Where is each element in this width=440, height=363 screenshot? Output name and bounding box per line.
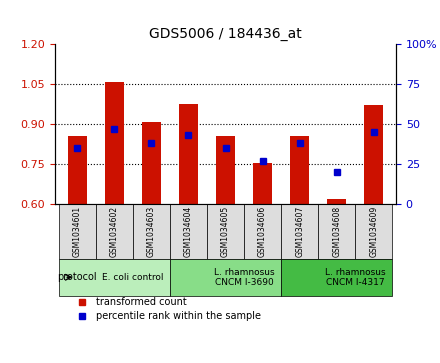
Bar — [327, 199, 346, 204]
Text: transformed count: transformed count — [96, 297, 187, 307]
FancyBboxPatch shape — [318, 204, 355, 259]
FancyBboxPatch shape — [96, 204, 133, 259]
Bar — [290, 136, 309, 204]
Text: GSM1034603: GSM1034603 — [147, 206, 156, 257]
FancyBboxPatch shape — [59, 204, 96, 259]
Text: L. rhamnosus
CNCM I-3690: L. rhamnosus CNCM I-3690 — [214, 268, 275, 287]
Text: percentile rank within the sample: percentile rank within the sample — [96, 311, 261, 321]
Text: GSM1034609: GSM1034609 — [369, 206, 378, 257]
Text: GSM1034606: GSM1034606 — [258, 206, 267, 257]
Text: protocol: protocol — [57, 272, 96, 282]
Text: GSM1034608: GSM1034608 — [332, 206, 341, 257]
Bar — [179, 104, 198, 204]
Text: L. rhamnosus
CNCM I-4317: L. rhamnosus CNCM I-4317 — [325, 268, 385, 287]
Text: GSM1034605: GSM1034605 — [221, 206, 230, 257]
Bar — [105, 82, 124, 204]
FancyBboxPatch shape — [133, 204, 170, 259]
Text: GSM1034601: GSM1034601 — [73, 206, 82, 257]
Title: GDS5006 / 184436_at: GDS5006 / 184436_at — [149, 27, 302, 41]
FancyBboxPatch shape — [170, 259, 281, 295]
FancyBboxPatch shape — [59, 259, 170, 295]
Text: E. coli control: E. coli control — [102, 273, 164, 282]
Bar — [364, 105, 383, 204]
FancyBboxPatch shape — [244, 204, 281, 259]
Text: GSM1034607: GSM1034607 — [295, 206, 304, 257]
Text: GSM1034602: GSM1034602 — [110, 206, 119, 257]
FancyBboxPatch shape — [355, 204, 392, 259]
FancyBboxPatch shape — [281, 259, 392, 295]
Bar — [253, 163, 272, 204]
FancyBboxPatch shape — [207, 204, 244, 259]
FancyBboxPatch shape — [170, 204, 207, 259]
Bar — [142, 122, 161, 204]
Text: GSM1034604: GSM1034604 — [184, 206, 193, 257]
Bar — [216, 136, 235, 204]
FancyBboxPatch shape — [281, 204, 318, 259]
Bar — [68, 136, 87, 204]
